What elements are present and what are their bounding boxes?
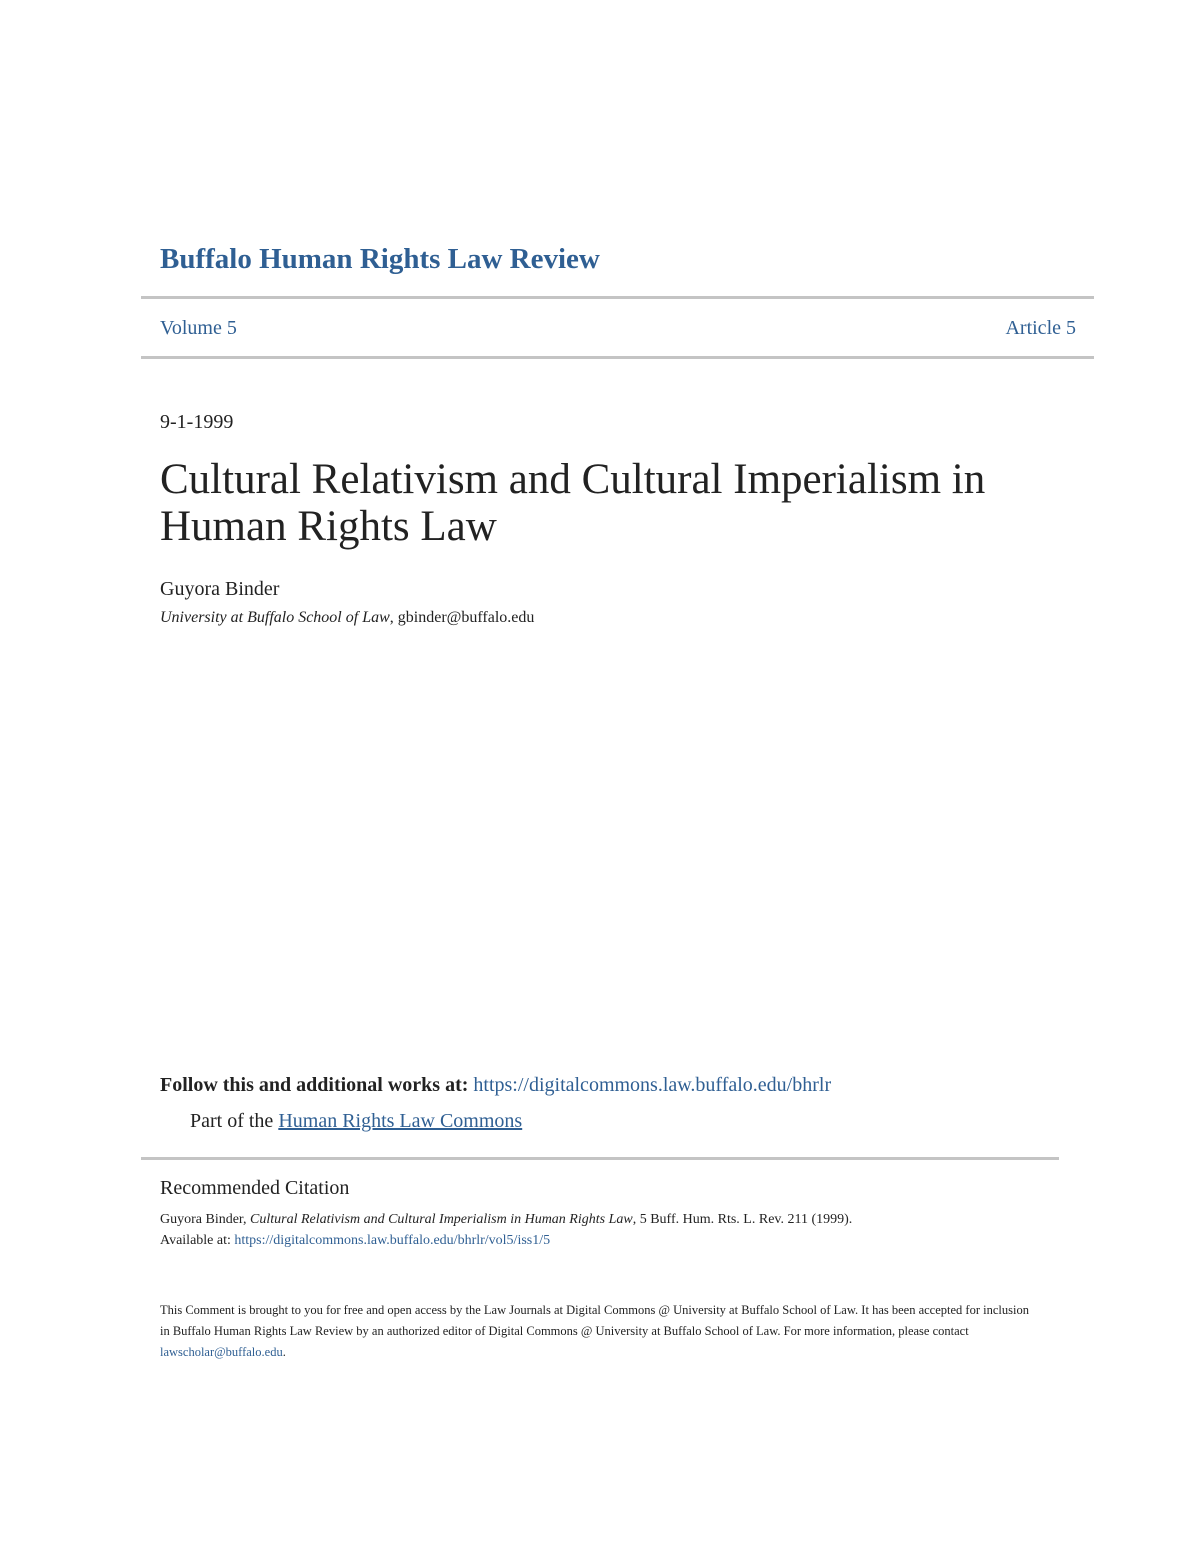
citation-title: Cultural Relativism and Cultural Imperia… (250, 1212, 633, 1227)
journal-title[interactable]: Buffalo Human Rights Law Review (160, 243, 600, 275)
article-url-link[interactable]: https://digitalcommons.law.buffalo.edu/b… (234, 1233, 551, 1248)
article-link[interactable]: Article 5 (1005, 317, 1076, 339)
collection-link[interactable]: https://digitalcommons.law.buffalo.edu/b… (473, 1074, 832, 1096)
contact-email-link[interactable]: lawscholar@buffalo.edu (160, 1345, 283, 1359)
commons-link[interactable]: Human Rights Law Commons (278, 1110, 523, 1132)
author-email: gbinder@buffalo.edu (397, 609, 535, 626)
divider (141, 1157, 1059, 1160)
follow-line: Follow this and additional works at: htt… (160, 1074, 831, 1097)
notice-end: . (282, 1345, 286, 1359)
follow-label: Follow this and additional works at: (160, 1074, 469, 1096)
citation-text: Guyora Binder, Cultural Relativism and C… (160, 1209, 1040, 1251)
part-of-line: Part of the Human Rights Law Commons (190, 1110, 522, 1133)
divider (141, 356, 1094, 359)
volume-link[interactable]: Volume 5 (160, 317, 237, 339)
divider (141, 296, 1094, 299)
available-label: Available at: (160, 1233, 231, 1248)
part-of-label: Part of the (190, 1110, 274, 1132)
citation-source: , 5 Buff. Hum. Rts. L. Rev. 211 (1999). (632, 1212, 853, 1227)
access-notice: This Comment is brought to you for free … (160, 1300, 1040, 1363)
citation-author: Guyora Binder, (160, 1212, 247, 1227)
affiliation: University at Buffalo School of Law (160, 609, 390, 626)
publication-date: 9-1-1999 (160, 411, 234, 433)
article-title: Cultural Relativism and Cultural Imperia… (160, 456, 986, 550)
author-name: Guyora Binder (160, 578, 280, 600)
author-affiliation: University at Buffalo School of Law, gbi… (160, 609, 535, 626)
notice-text: This Comment is brought to you for free … (160, 1303, 1029, 1338)
citation-heading: Recommended Citation (160, 1177, 350, 1199)
